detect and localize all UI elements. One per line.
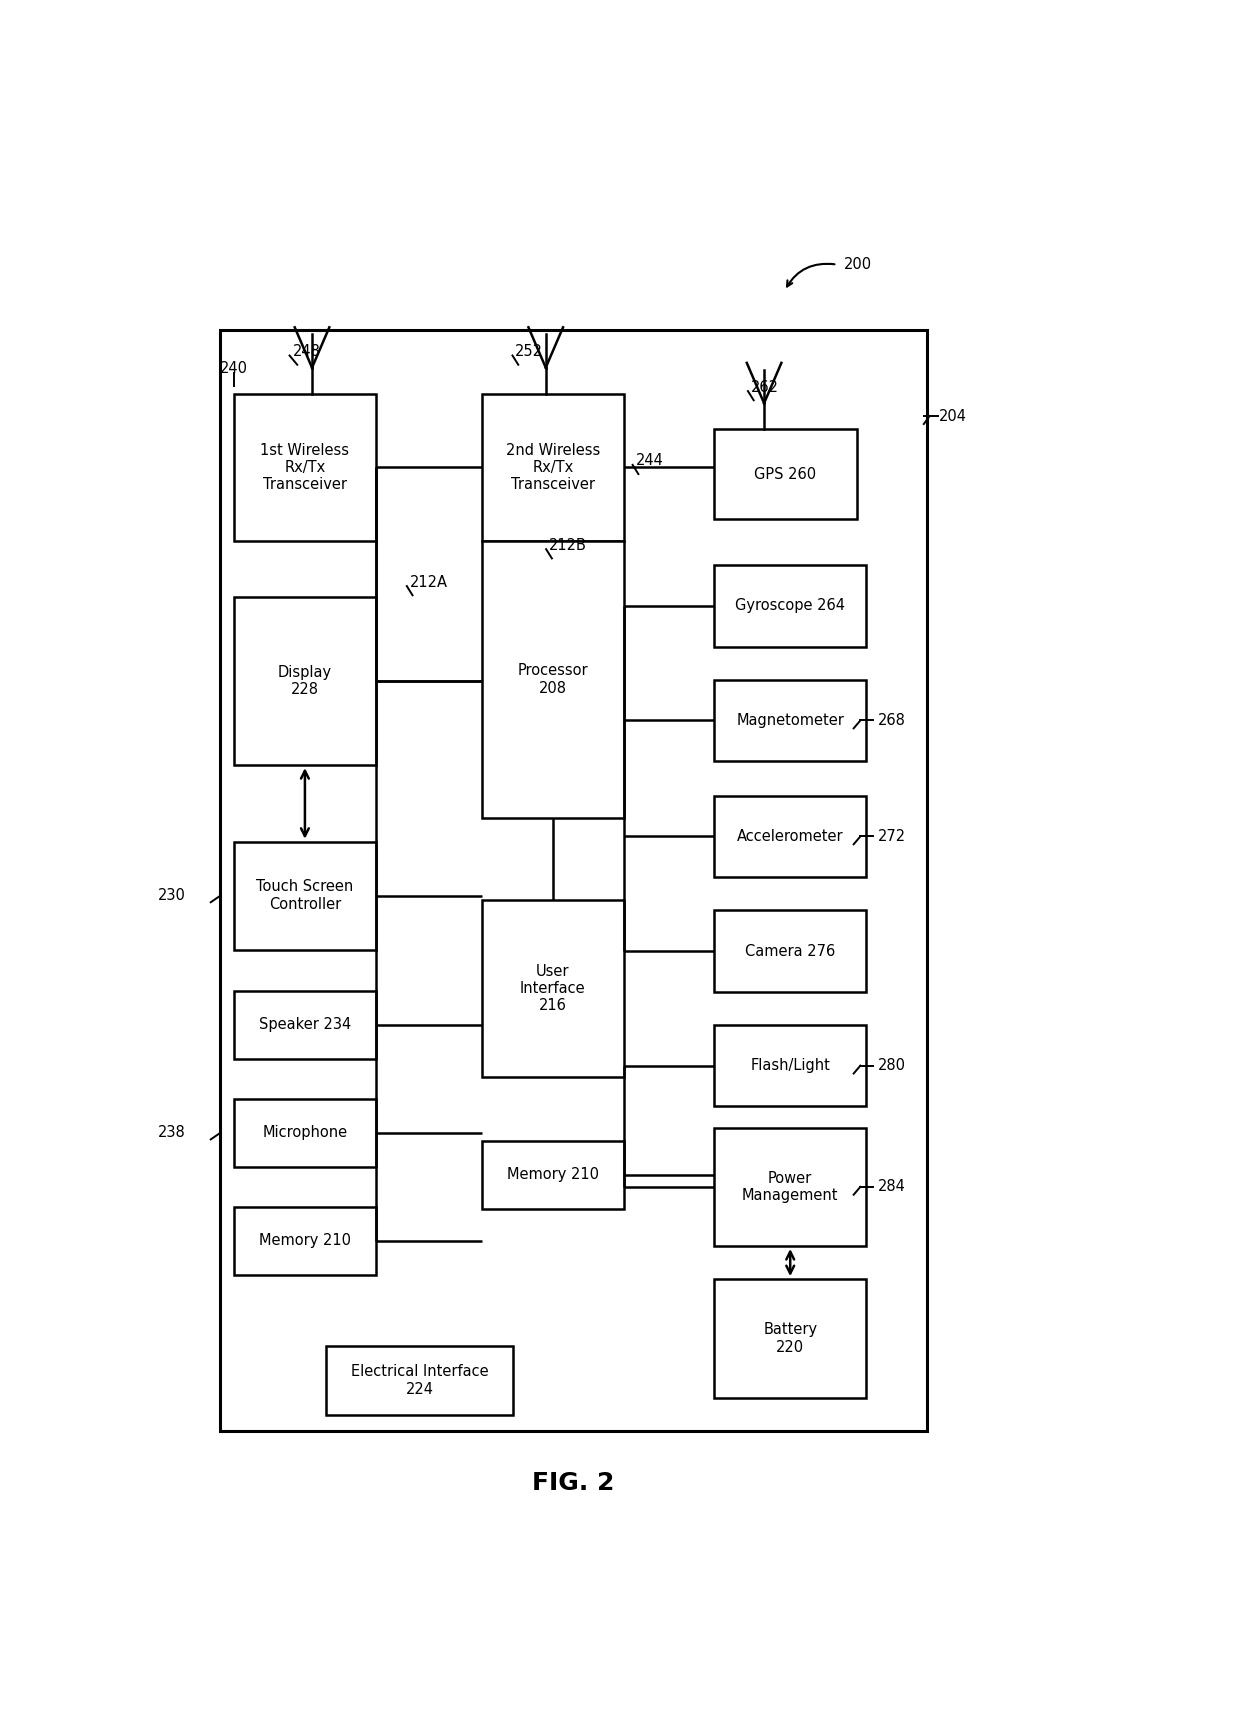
Bar bbox=[481, 394, 624, 541]
Bar bbox=[714, 910, 866, 992]
Bar bbox=[221, 330, 926, 1430]
Bar bbox=[234, 991, 376, 1059]
Text: 240: 240 bbox=[221, 361, 248, 376]
Bar bbox=[481, 541, 624, 818]
Text: 212B: 212B bbox=[549, 537, 587, 553]
Text: Power
Management: Power Management bbox=[742, 1170, 838, 1203]
Text: 272: 272 bbox=[878, 828, 905, 844]
Bar bbox=[326, 1347, 513, 1415]
Text: Battery
220: Battery 220 bbox=[763, 1323, 817, 1355]
Text: GPS 260: GPS 260 bbox=[754, 467, 816, 481]
Text: 244: 244 bbox=[635, 453, 663, 469]
Text: Flash/Light: Flash/Light bbox=[750, 1057, 830, 1073]
Text: 268: 268 bbox=[878, 713, 905, 727]
Text: Gyroscope 264: Gyroscope 264 bbox=[735, 599, 846, 613]
Bar bbox=[234, 1098, 376, 1167]
Text: Memory 210: Memory 210 bbox=[507, 1167, 599, 1182]
Bar bbox=[714, 1280, 866, 1398]
Bar bbox=[714, 796, 866, 878]
Bar bbox=[234, 597, 376, 765]
Text: 252: 252 bbox=[516, 344, 543, 359]
Text: Microphone: Microphone bbox=[263, 1126, 347, 1140]
Text: 248: 248 bbox=[293, 344, 320, 359]
Text: Speaker 234: Speaker 234 bbox=[259, 1018, 351, 1032]
Bar bbox=[714, 679, 866, 761]
Text: 238: 238 bbox=[157, 1126, 186, 1140]
Text: Accelerometer: Accelerometer bbox=[737, 828, 843, 844]
Bar bbox=[714, 1128, 866, 1246]
Text: 2nd Wireless
Rx/Tx
Transceiver: 2nd Wireless Rx/Tx Transceiver bbox=[506, 443, 600, 493]
Bar bbox=[234, 1206, 376, 1275]
Text: User
Interface
216: User Interface 216 bbox=[520, 963, 585, 1013]
Text: 212A: 212A bbox=[409, 575, 448, 590]
Text: 284: 284 bbox=[878, 1179, 905, 1194]
Text: 230: 230 bbox=[157, 888, 186, 903]
Bar bbox=[234, 394, 376, 541]
Text: 204: 204 bbox=[939, 409, 967, 424]
Bar bbox=[714, 565, 866, 647]
Text: FIG. 2: FIG. 2 bbox=[532, 1471, 614, 1495]
Text: 1st Wireless
Rx/Tx
Transceiver: 1st Wireless Rx/Tx Transceiver bbox=[260, 443, 350, 493]
Text: 200: 200 bbox=[844, 257, 872, 272]
Text: Display
228: Display 228 bbox=[278, 666, 332, 696]
Text: Camera 276: Camera 276 bbox=[745, 943, 836, 958]
Text: 262: 262 bbox=[751, 380, 779, 395]
Text: Magnetometer: Magnetometer bbox=[737, 713, 844, 727]
Bar bbox=[481, 900, 624, 1078]
Bar bbox=[714, 1025, 866, 1107]
Text: 280: 280 bbox=[878, 1057, 905, 1073]
Text: Electrical Interface
224: Electrical Interface 224 bbox=[351, 1364, 489, 1396]
Text: Touch Screen
Controller: Touch Screen Controller bbox=[257, 879, 353, 912]
Bar bbox=[481, 1141, 624, 1210]
Bar bbox=[234, 842, 376, 950]
Text: Processor
208: Processor 208 bbox=[517, 664, 588, 696]
Bar bbox=[714, 429, 857, 518]
Text: Memory 210: Memory 210 bbox=[259, 1234, 351, 1249]
